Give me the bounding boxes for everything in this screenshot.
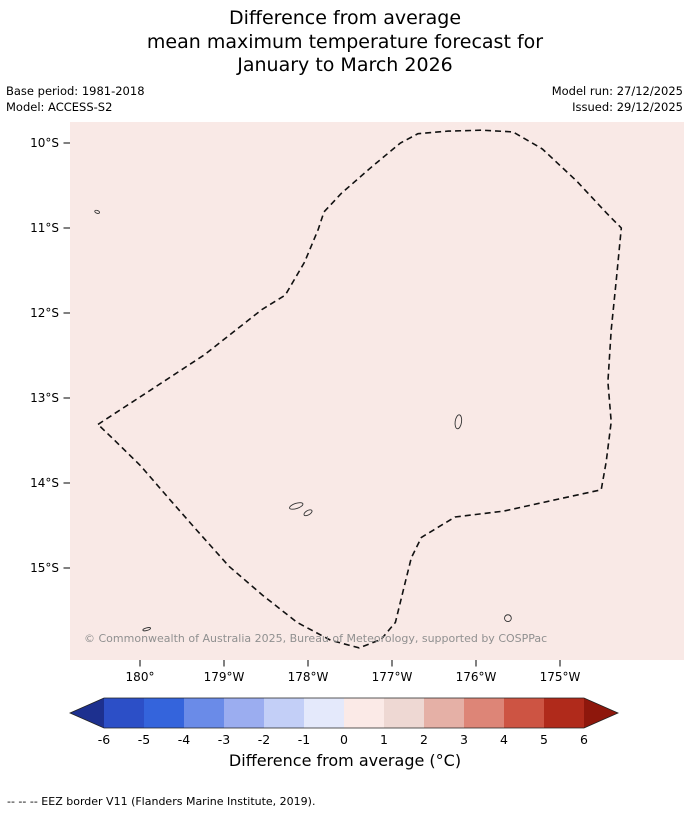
colorbar-tick-label: 6 xyxy=(580,732,588,747)
lat-tick-label: 11°S xyxy=(30,221,59,235)
colorbar-tick-label: 3 xyxy=(460,732,468,747)
colorbar-segment xyxy=(304,698,344,728)
island-cikobia xyxy=(142,627,152,632)
colorbar-segment xyxy=(184,698,224,728)
colorbar-tick-label: -1 xyxy=(298,732,310,747)
issued-label: Issued: 29/12/2025 xyxy=(572,99,683,114)
model-label: Model: ACCESS-S2 xyxy=(6,99,113,114)
colorbar-segment xyxy=(264,698,304,728)
colorbar-segment xyxy=(504,698,544,728)
model-run-label: Model run: 27/12/2025 xyxy=(551,84,683,98)
map-area xyxy=(70,122,684,660)
lon-tick-label: 175°W xyxy=(540,670,581,684)
lon-tick-label: 176°W xyxy=(456,670,497,684)
colorbar-segment xyxy=(344,698,384,728)
lat-tick-label: 10°S xyxy=(30,136,59,150)
colorbar-tick-label: -3 xyxy=(218,732,230,747)
island-wallis xyxy=(454,414,463,430)
island-alofi xyxy=(303,509,313,517)
meta-left: Base period: 1981-2018 Model: ACCESS-S2 xyxy=(6,84,145,115)
colorbar-segment xyxy=(544,698,584,728)
lon-tick-label: 180° xyxy=(126,670,155,684)
colorbar: -6 -5 -4 -3 -2 -1 0 1 2 3 4 5 6 xyxy=(69,697,619,747)
colorbar-outline xyxy=(69,697,619,729)
colorbar-segment xyxy=(464,698,504,728)
lat-tick-label: 14°S xyxy=(30,476,59,490)
lat-tick-label: 12°S xyxy=(30,306,59,320)
colorbar-tick-label: -4 xyxy=(178,732,191,747)
title-line-2: mean maximum temperature forecast for xyxy=(146,30,544,53)
copyright-note: © Commonwealth of Australia 2025, Bureau… xyxy=(84,632,548,645)
colorbar-tick-label: 4 xyxy=(500,732,508,747)
colorbar-tick-label: -2 xyxy=(258,732,270,747)
colorbar-tick-label: 0 xyxy=(340,732,348,747)
colorbar-tick-label: 5 xyxy=(540,732,548,747)
island-niulakita xyxy=(94,209,101,214)
colorbar-segment xyxy=(144,698,184,728)
lon-axis: 180° 179°W 178°W 177°W 176°W 175°W xyxy=(126,660,581,684)
colorbar-arrow-right xyxy=(584,698,618,728)
page-title: Difference from average mean maximum tem… xyxy=(0,7,690,78)
islands xyxy=(94,209,512,632)
colorbar-segment xyxy=(224,698,264,728)
island-futuna xyxy=(289,502,304,510)
colorbar-arrow-left xyxy=(70,698,104,728)
colorbar-tick-label: 2 xyxy=(420,732,428,747)
forecast-map: 10°S 11°S 12°S 13°S 14°S 15°S 180° 179°W 178°W 17… xyxy=(30,122,684,684)
colorbar-segment xyxy=(384,698,424,728)
colorbar-segment xyxy=(104,698,144,728)
colorbar-segment xyxy=(424,698,464,728)
lon-tick-label: 179°W xyxy=(204,670,245,684)
lon-tick-label: 177°W xyxy=(372,670,413,684)
island-niuafoou xyxy=(504,614,512,623)
meta-right: Model run: 27/12/2025 Issued: 29/12/2025 xyxy=(552,84,683,115)
colorbar-tick-label: -5 xyxy=(138,732,150,747)
lat-axis: 10°S 11°S 12°S 13°S 14°S 15°S xyxy=(30,136,70,575)
colorbar-tick-label: 1 xyxy=(380,732,388,747)
colorbar-tick-label: -6 xyxy=(98,732,111,747)
lat-tick-label: 15°S xyxy=(30,561,59,575)
colorbar-title: Difference from average (°C) xyxy=(228,751,462,770)
lon-tick-label: 178°W xyxy=(288,670,329,684)
base-period-label: Base period: 1981-2018 xyxy=(6,84,145,98)
title-line-3: January to March 2026 xyxy=(237,54,453,76)
lat-tick-label: 13°S xyxy=(30,391,59,405)
title-line-1: Difference from average xyxy=(228,7,462,29)
eez-footnote: -- -- -- EEZ border V11 (Flanders Marine… xyxy=(7,795,316,808)
